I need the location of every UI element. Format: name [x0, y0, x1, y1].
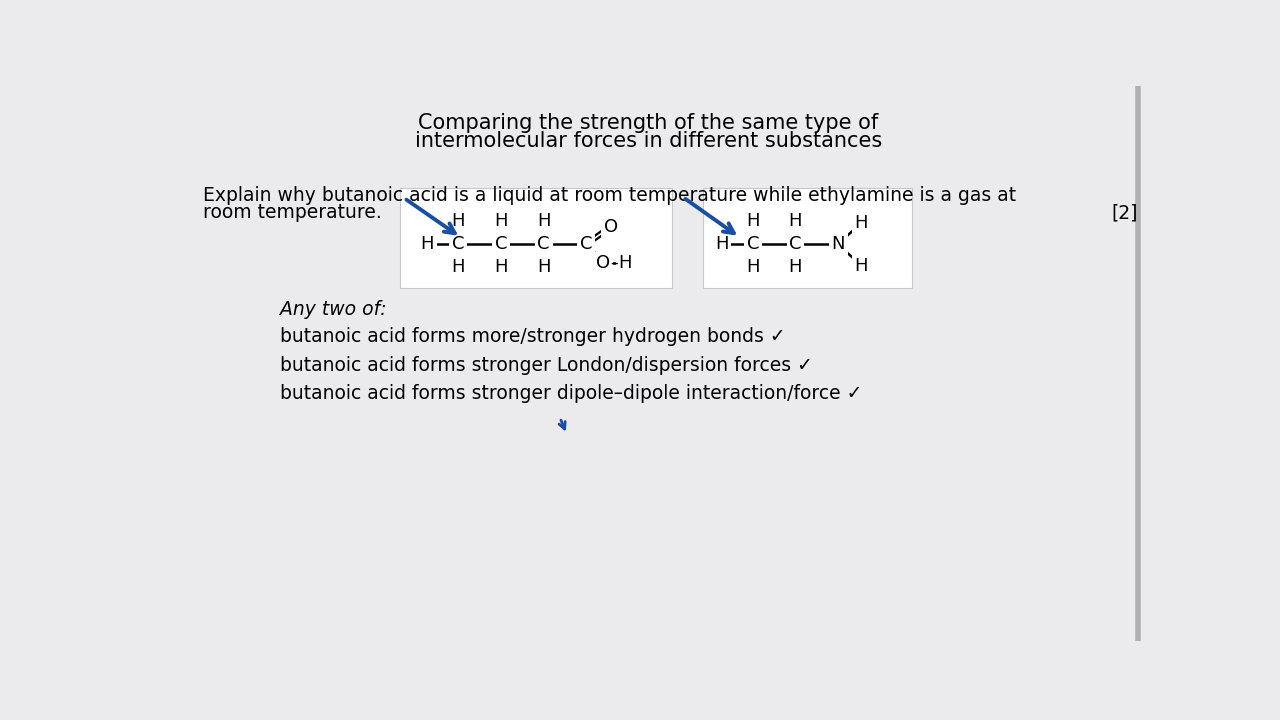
- Text: C: C: [538, 235, 550, 253]
- Text: Any two of:: Any two of:: [280, 300, 387, 319]
- Text: H: H: [494, 212, 508, 230]
- Text: O: O: [604, 217, 618, 235]
- Text: –: –: [611, 256, 618, 271]
- Text: H: H: [855, 214, 868, 232]
- Text: H: H: [421, 235, 434, 253]
- Text: [2]: [2]: [1112, 203, 1138, 222]
- Text: C: C: [790, 235, 801, 253]
- Text: H: H: [788, 212, 803, 230]
- Text: H: H: [536, 212, 550, 230]
- Text: H: H: [494, 258, 508, 276]
- Text: H: H: [452, 258, 465, 276]
- Text: C: C: [452, 235, 465, 253]
- Text: H: H: [452, 212, 465, 230]
- Text: C: C: [495, 235, 507, 253]
- Text: Comparing the strength of the same type of: Comparing the strength of the same type …: [419, 112, 878, 132]
- Text: H: H: [618, 254, 632, 272]
- Text: H: H: [746, 212, 759, 230]
- Text: H: H: [855, 257, 868, 275]
- Text: butanoic acid forms stronger dipole–dipole interaction/force ✓: butanoic acid forms stronger dipole–dipo…: [280, 384, 863, 403]
- Text: intermolecular forces in different substances: intermolecular forces in different subst…: [415, 131, 882, 151]
- Text: N: N: [832, 235, 845, 253]
- Text: C: C: [580, 235, 593, 253]
- Text: room temperature.: room temperature.: [202, 203, 381, 222]
- Text: butanoic acid forms stronger London/dispersion forces ✓: butanoic acid forms stronger London/disp…: [280, 356, 813, 374]
- Text: H: H: [716, 235, 728, 253]
- Text: butanoic acid forms more/stronger hydrogen bonds ✓: butanoic acid forms more/stronger hydrog…: [280, 327, 786, 346]
- Text: C: C: [746, 235, 759, 253]
- Text: H: H: [536, 258, 550, 276]
- Text: O: O: [596, 254, 611, 272]
- Text: H: H: [788, 258, 803, 276]
- FancyBboxPatch shape: [401, 188, 672, 288]
- FancyBboxPatch shape: [703, 188, 911, 288]
- Text: Explain why butanoic acid is a liquid at room temperature while ethylamine is a : Explain why butanoic acid is a liquid at…: [202, 186, 1016, 205]
- Text: H: H: [746, 258, 759, 276]
